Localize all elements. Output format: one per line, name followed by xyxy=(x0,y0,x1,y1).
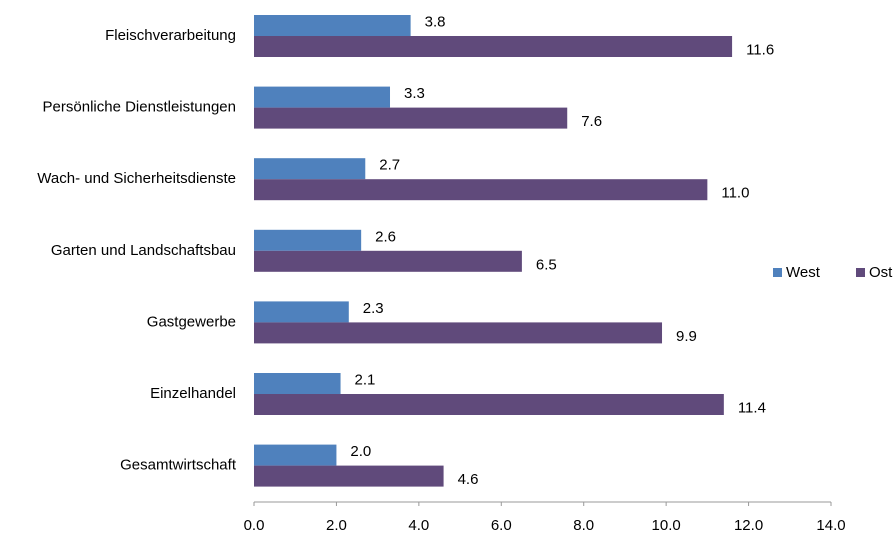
bar xyxy=(254,394,724,415)
value-label: 2.6 xyxy=(375,228,396,245)
value-label: 2.7 xyxy=(379,157,400,174)
value-label: 3.3 xyxy=(404,85,425,102)
x-tick-label: 4.0 xyxy=(408,517,429,534)
x-tick-label: 0.0 xyxy=(244,517,265,534)
x-tick-label: 14.0 xyxy=(816,517,845,534)
bar xyxy=(254,36,733,57)
bar xyxy=(254,15,411,36)
category-label: Gesamtwirtschaft xyxy=(120,457,237,474)
legend-label: Ost xyxy=(869,264,893,281)
x-tick-label: 12.0 xyxy=(734,517,763,534)
x-tick-label: 2.0 xyxy=(326,517,347,534)
category-label: Einzelhandel xyxy=(150,385,236,402)
bar xyxy=(254,444,337,466)
value-label: 11.6 xyxy=(746,41,774,58)
category-label: Garten und Landschaftsbau xyxy=(51,242,236,259)
x-tick-label: 10.0 xyxy=(652,517,681,534)
legend-swatch xyxy=(856,268,865,277)
value-label: 4.6 xyxy=(458,471,479,488)
bar xyxy=(254,158,366,180)
legend-label: West xyxy=(786,264,821,281)
category-label: Fleischverarbeitung xyxy=(105,27,236,44)
x-tick-label: 8.0 xyxy=(573,517,594,534)
x-tick-label: 6.0 xyxy=(491,517,512,534)
value-label: 11.0 xyxy=(721,185,749,202)
bar xyxy=(254,250,522,272)
value-label: 11.4 xyxy=(738,399,766,416)
value-label: 7.6 xyxy=(581,113,602,130)
bar xyxy=(254,301,349,323)
value-label: 9.9 xyxy=(676,328,697,345)
bar xyxy=(254,179,708,201)
bar xyxy=(254,373,341,394)
category-label: Persönliche Dienstleistungen xyxy=(43,99,236,116)
bar xyxy=(254,229,362,251)
bar xyxy=(254,322,663,344)
bar xyxy=(254,465,444,487)
value-label: 2.1 xyxy=(355,371,376,388)
bar xyxy=(254,107,568,129)
value-label: 2.3 xyxy=(363,300,384,317)
bar xyxy=(254,86,391,108)
legend-swatch xyxy=(773,268,782,277)
category-label: Gastgewerbe xyxy=(147,313,236,330)
value-label: 6.5 xyxy=(536,256,557,273)
value-label: 2.0 xyxy=(350,443,371,460)
category-label: Wach- und Sicherheitsdienste xyxy=(37,170,236,187)
value-label: 3.8 xyxy=(425,13,446,30)
